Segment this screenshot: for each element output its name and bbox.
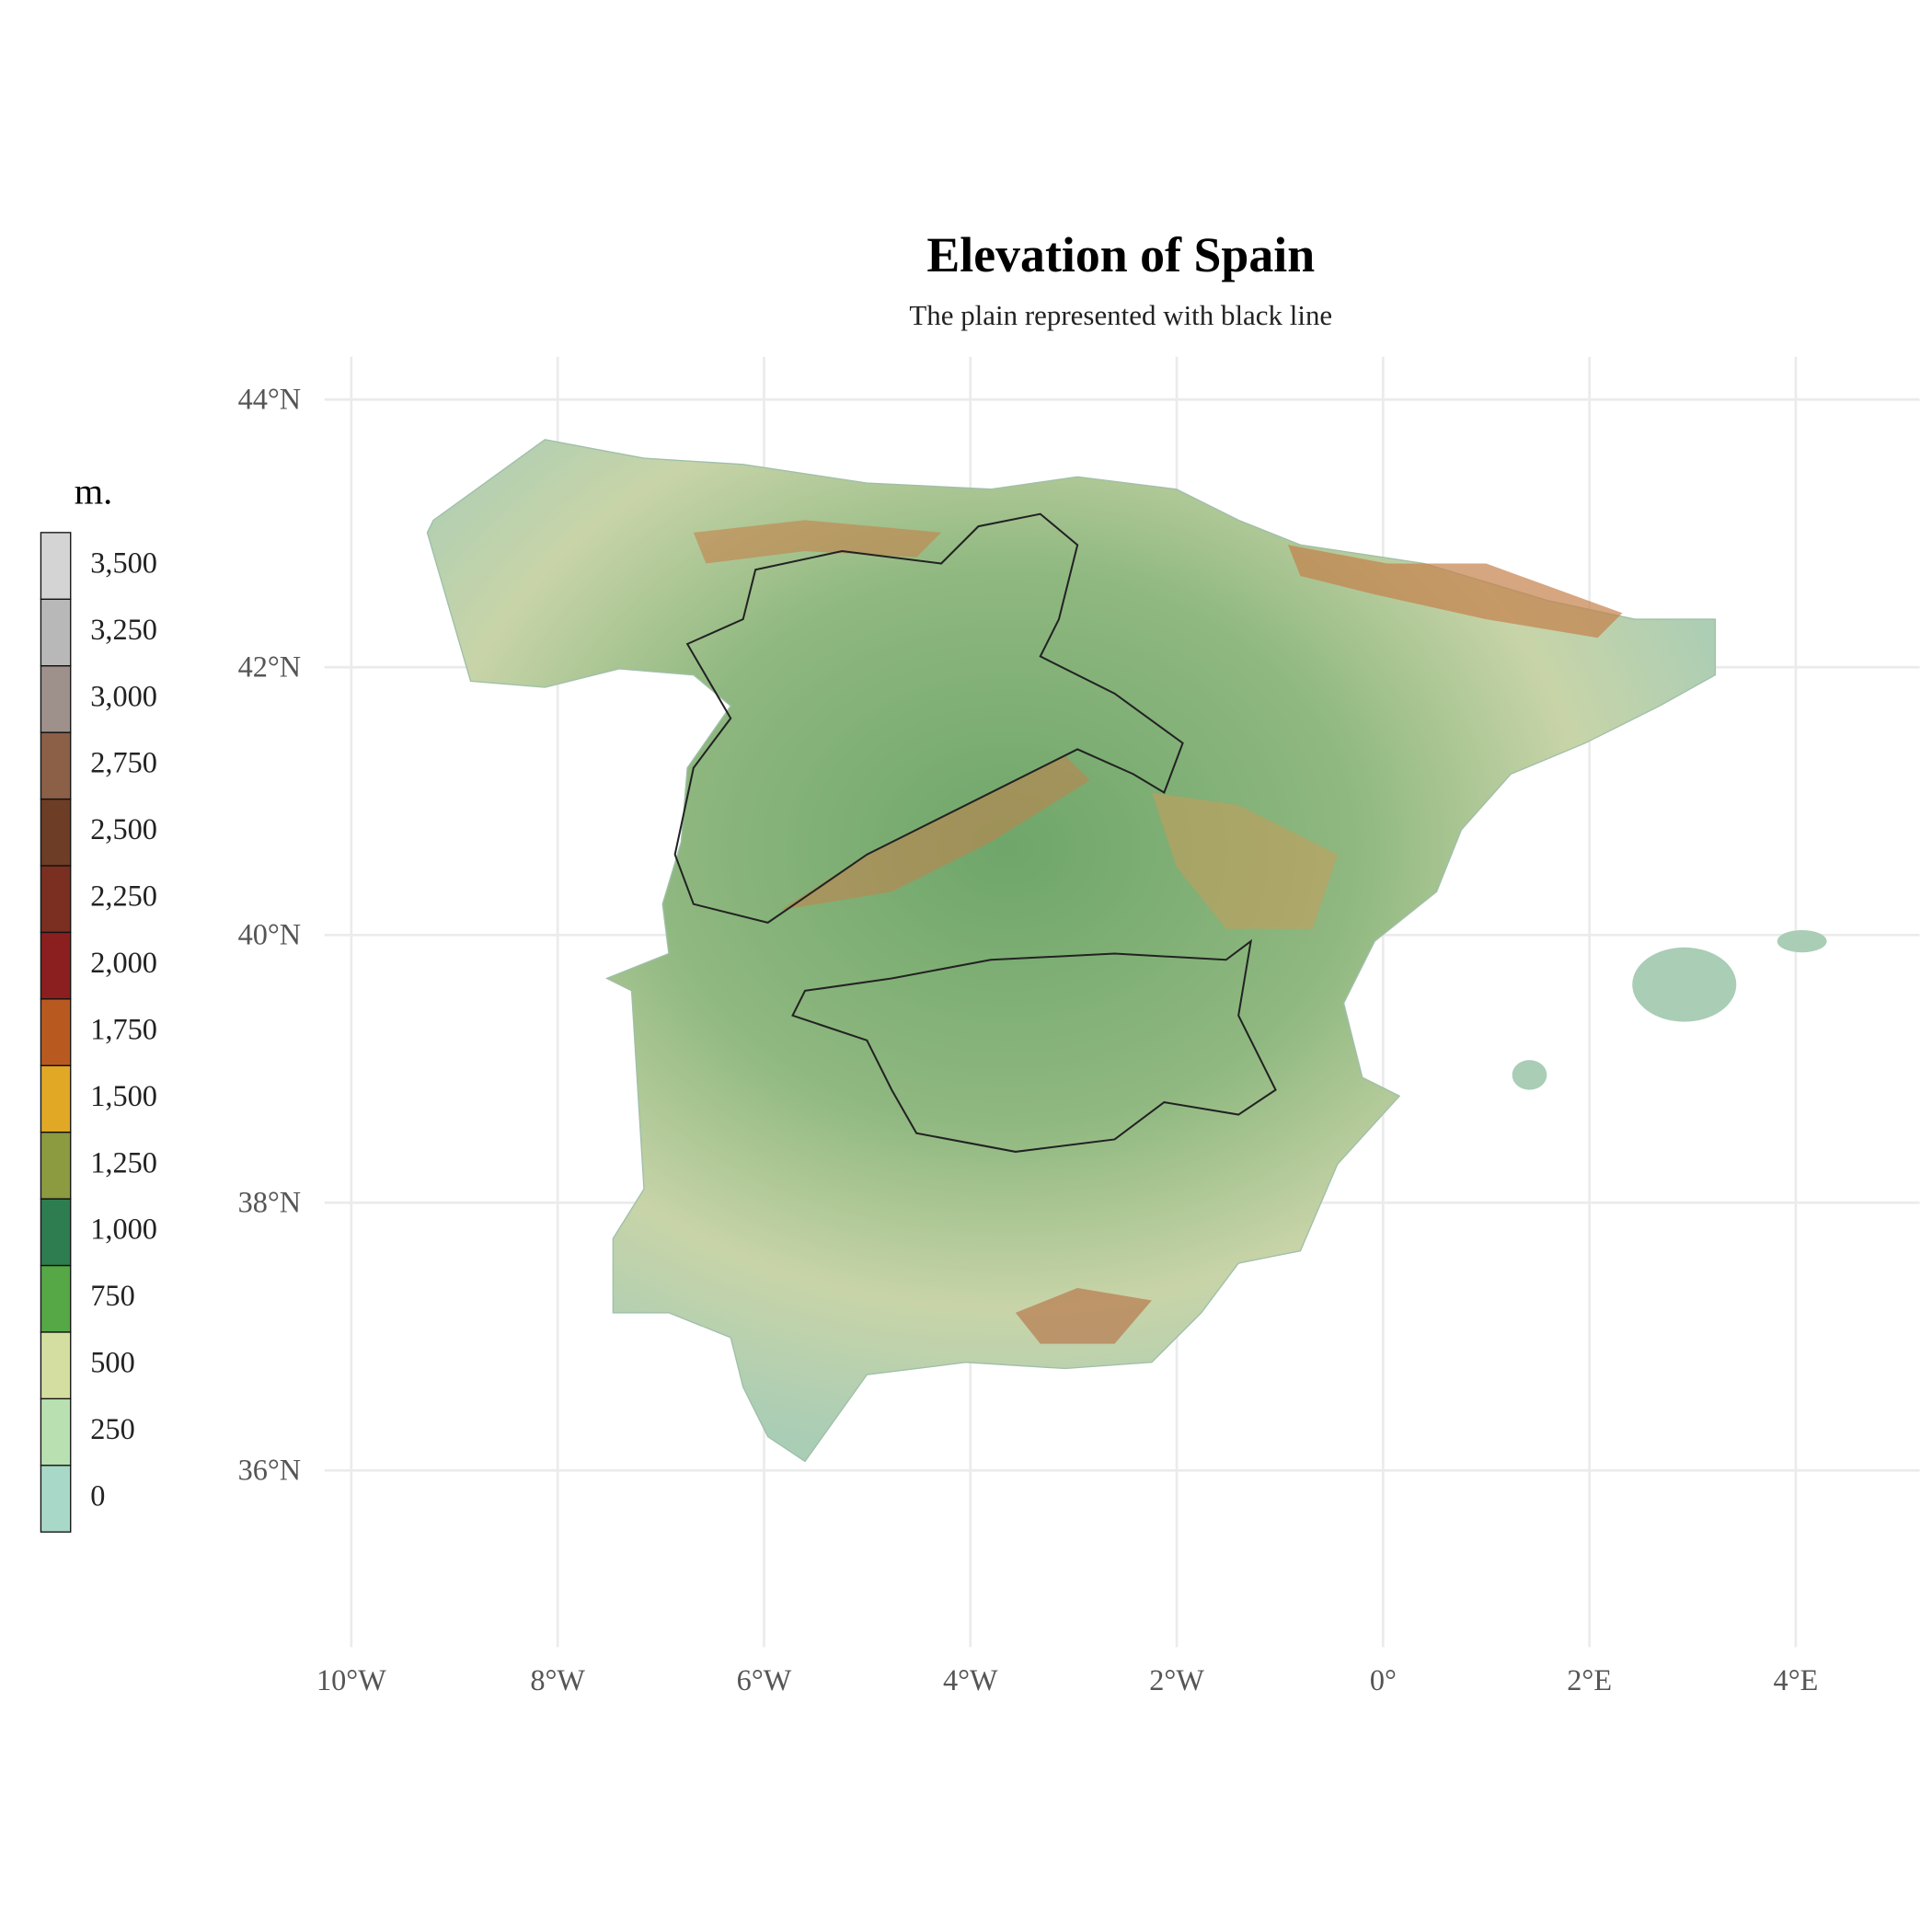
cantabrian-relief [693,520,942,564]
x-tick-label: 4°W [943,1663,998,1696]
pyrenees-relief [1288,545,1623,638]
central-relief [780,755,1090,911]
legend-swatch [40,998,72,1066]
legend-label: 2,750 [90,746,157,779]
y-tick-label: 40°N [238,917,302,950]
legend-label: 3,500 [90,546,157,579]
y-tick-label: 38°N [238,1185,302,1218]
legend-label: 1,750 [90,1012,157,1045]
legend-swatch [40,865,72,934]
terrain [426,439,1827,1463]
x-tick-label: 4°E [1774,1663,1819,1696]
x-tick-label: 2°W [1149,1663,1204,1696]
legend: m. 0 250 500 750 1,000 1,250 1,500 1,750 2,000 2,… [40,471,157,1533]
legend-title: m. [75,471,113,512]
plain-outline [673,512,1277,1153]
mainland [426,439,1717,1463]
legend-label: 1,250 [90,1145,157,1179]
legend-swatch [40,598,72,667]
legend-label: 2,250 [90,880,157,913]
y-tick-label: 44°N [238,382,302,415]
legend-swatch [40,1198,72,1267]
legend-swatch [40,1397,72,1466]
legend-label: 2,500 [90,812,157,845]
x-tick-label: 10°W [316,1663,386,1696]
map-title: Elevation of Spain [926,227,1315,282]
legend-label: 250 [90,1412,134,1445]
ibiza [1512,1060,1547,1090]
betic-relief [1015,1288,1152,1344]
legend-swatch [40,1064,72,1133]
legend-swatch [40,1465,72,1533]
legend-swatch [40,1331,72,1400]
y-tick-label: 42°N [238,650,302,683]
menorca [1777,929,1827,953]
legend-swatch [40,665,72,733]
legend-swatch [40,532,72,600]
axes: 10°W 8°W 6°W 4°W 2°W 0° 2°E 4°E 36°N 38°N 40°N 42°N… [238,382,1819,1696]
x-tick-label: 8°W [530,1663,585,1696]
legend-label: 1,500 [90,1079,157,1112]
map-subtitle: The plain represented with black line [909,299,1332,331]
legend-label: 3,000 [90,679,157,712]
legend-swatch [40,798,72,867]
legend-swatch [40,931,72,1000]
legend-swatch [40,1131,72,1200]
x-tick-label: 6°W [737,1663,792,1696]
legend-label: 2,000 [90,946,157,979]
legend-swatch [40,1264,72,1333]
legend-label: 500 [90,1346,134,1379]
legend-swatch [40,731,72,800]
legend-label: 0 [90,1478,105,1512]
legend-label: 3,250 [90,613,157,646]
y-tick-label: 36°N [238,1453,302,1486]
x-tick-label: 0° [1370,1663,1397,1696]
mallorca [1632,947,1737,1022]
x-tick-label: 2°E [1567,1663,1612,1696]
legend-label: 750 [90,1279,134,1312]
legend-label: 1,000 [90,1213,157,1246]
iberian-relief [1151,792,1338,929]
